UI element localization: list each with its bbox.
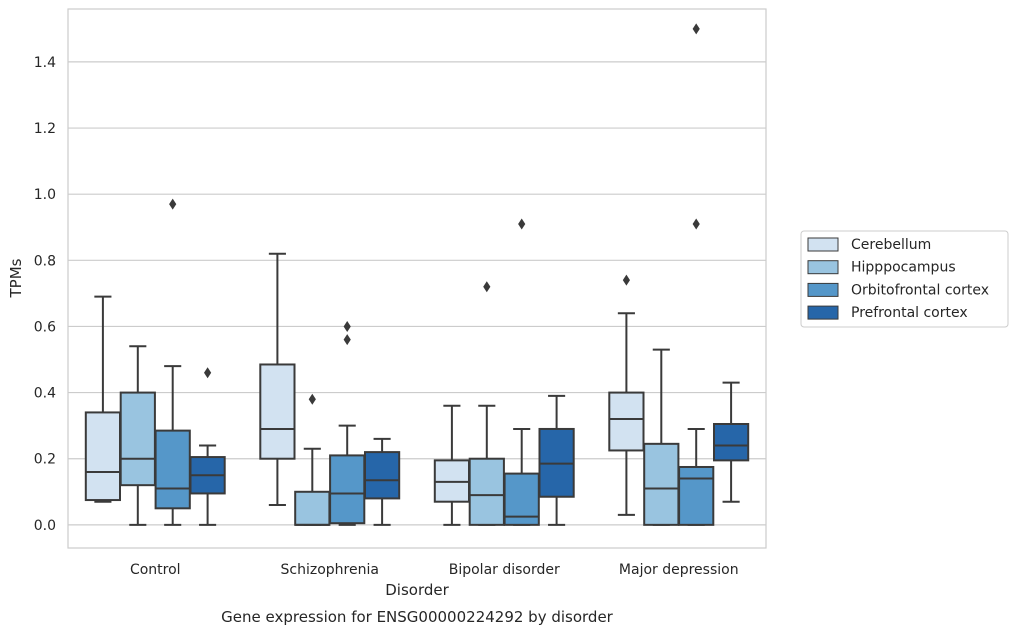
outlier-point [343,320,351,332]
x-tick-label: Control [130,562,181,578]
outlier-point [622,274,630,286]
box-prefrontal-cortex [189,367,226,526]
legend-swatch [807,260,839,275]
box-prefrontal-cortex [538,394,575,526]
outlier-point [692,23,700,35]
plot-frame [67,8,767,549]
box-iqr [608,391,645,452]
x-tick-label: Bipolar disorder [449,562,560,578]
box-iqr [119,391,156,487]
box-iqr [363,451,401,500]
legend-label: Orbitofrontal cortex [851,282,989,298]
legend-swatch [807,305,839,320]
box-iqr [643,442,680,526]
y-tick-label: 1.0 [34,187,56,203]
box-series [84,23,750,526]
box-hipppocampus [294,393,331,526]
box-iqr [712,422,750,462]
y-tick-label: 1.2 [34,121,56,137]
box-iqr [468,457,505,526]
outlier-point [518,218,526,230]
box-orbitofrontal-cortex [678,23,715,526]
y-axis-ticks: 0.0 0.2 0.4 0.6 0.8 1.0 1.2 1.4 [34,55,56,534]
chart-caption: Gene expression for ENSG00000224292 by d… [221,608,614,626]
box-iqr [259,363,296,460]
box-hipppocampus [119,345,156,526]
outlier-point [692,218,700,230]
legend-swatch [807,237,839,252]
box-prefrontal-cortex [363,437,401,526]
x-axis-ticks: Control Schizophrenia Bipolar disorder Majo… [130,562,739,578]
box-prefrontal-cortex [712,381,750,503]
box-cerebellum [84,295,122,503]
box-hipppocampus [643,348,680,526]
box-iqr [329,454,366,525]
outlier-point [169,198,177,210]
y-tick-label: 0.2 [34,452,56,468]
x-axis-label: Disorder [385,581,449,599]
outlier-point [204,367,212,379]
box-cerebellum [433,404,471,526]
y-tick-label: 0.0 [34,518,56,534]
outlier-point [308,393,316,405]
box-cerebellum [608,274,645,516]
x-tick-label: Major depression [619,562,739,578]
legend-label: Hipppocampus [851,260,956,276]
box-orbitofrontal-cortex [154,198,191,526]
legend-frame [800,230,1009,328]
legend-label: Prefrontal cortex [851,305,968,321]
outlier-point [343,334,351,346]
y-tick-label: 0.4 [34,386,56,402]
x-tick-label: Schizophrenia [281,562,379,578]
box-cerebellum [259,252,296,507]
box-orbitofrontal-cortex [503,218,540,526]
y-tick-label: 0.6 [34,319,56,335]
box-iqr [294,490,331,526]
y-tick-label: 1.4 [34,55,56,71]
outlier-point [483,281,491,293]
box-iqr [84,411,122,502]
legend-swatch [807,282,839,297]
legend-label: Cerebellum [851,237,931,253]
y-tick-label: 0.8 [34,253,56,269]
y-axis-label: TPMs [7,258,25,298]
box-iqr [678,465,715,526]
legend: Cerebellum Hipppocampus Orbitofrontal cort… [800,230,1009,328]
box-iqr [154,429,191,510]
